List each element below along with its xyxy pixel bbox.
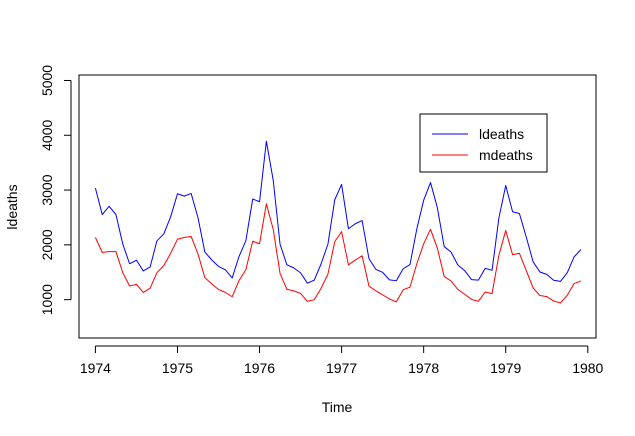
series-line-mdeaths (94, 203, 582, 304)
plot-frame (78, 74, 597, 339)
x-axis: 1974 1975 1976 1977 1978 1979 1980 (80, 345, 604, 376)
legend: ldeaths mdeaths (419, 113, 548, 173)
x-axis-label: Time (322, 399, 353, 415)
y-axis: 1000 2000 3000 4000 5000 (39, 65, 72, 315)
y-tick-label: 2000 (39, 229, 55, 260)
y-tick-label: 5000 (39, 65, 55, 96)
legend-label-mdeaths: mdeaths (479, 147, 533, 163)
series-line-ldeaths (94, 140, 582, 284)
y-tick-label: 3000 (39, 174, 55, 205)
x-tick-label: 1977 (326, 360, 357, 376)
legend-box (419, 113, 548, 173)
y-axis-label: ldeaths (4, 184, 20, 229)
y-tick-label: 1000 (39, 284, 55, 315)
x-tick-label: 1975 (162, 360, 193, 376)
x-tick-label: 1979 (490, 360, 521, 376)
y-tick-label: 4000 (39, 119, 55, 150)
x-tick-label: 1978 (408, 360, 439, 376)
series-layer (94, 140, 582, 304)
x-tick-label: 1980 (572, 360, 603, 376)
x-tick-label: 1974 (80, 360, 111, 376)
legend-label-ldeaths: ldeaths (479, 126, 524, 142)
x-tick-label: 1976 (244, 360, 275, 376)
